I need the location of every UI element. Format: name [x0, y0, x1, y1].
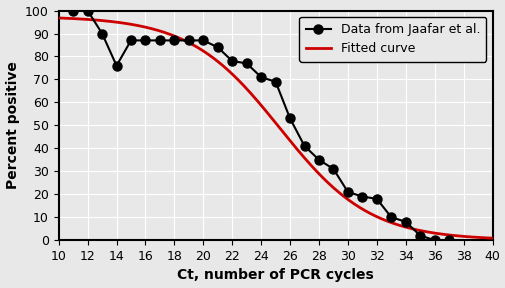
Data from Jaafar et al.	[301, 144, 307, 148]
Fitted curve	[264, 111, 270, 114]
Data from Jaafar et al.	[70, 9, 76, 12]
Data from Jaafar et al.	[128, 39, 134, 42]
Fitted curve	[56, 16, 62, 20]
Fitted curve	[290, 143, 296, 147]
Data from Jaafar et al.	[113, 64, 119, 67]
Data from Jaafar et al.	[416, 234, 422, 237]
Data from Jaafar et al.	[315, 158, 321, 162]
Y-axis label: Percent positive: Percent positive	[6, 61, 20, 189]
Data from Jaafar et al.	[171, 39, 177, 42]
Data from Jaafar et al.	[272, 80, 278, 84]
Data from Jaafar et al.	[99, 32, 105, 35]
Line: Data from Jaafar et al.: Data from Jaafar et al.	[69, 6, 453, 245]
Data from Jaafar et al.	[445, 238, 451, 242]
Fitted curve	[411, 228, 417, 231]
Legend: Data from Jaafar et al., Fitted curve: Data from Jaafar et al., Fitted curve	[298, 17, 485, 62]
Data from Jaafar et al.	[344, 190, 350, 194]
Data from Jaafar et al.	[373, 197, 379, 200]
X-axis label: Ct, number of PCR cycles: Ct, number of PCR cycles	[177, 268, 373, 283]
Data from Jaafar et al.	[387, 215, 393, 219]
Data from Jaafar et al.	[200, 39, 206, 42]
Data from Jaafar et al.	[286, 117, 292, 120]
Data from Jaafar et al.	[157, 39, 163, 42]
Line: Fitted curve: Fitted curve	[59, 18, 491, 238]
Data from Jaafar et al.	[402, 220, 408, 223]
Data from Jaafar et al.	[359, 195, 365, 198]
Data from Jaafar et al.	[243, 62, 249, 65]
Fitted curve	[313, 170, 319, 173]
Data from Jaafar et al.	[84, 9, 90, 12]
Fitted curve	[488, 236, 494, 240]
Data from Jaafar et al.	[142, 39, 148, 42]
Data from Jaafar et al.	[185, 39, 191, 42]
Data from Jaafar et al.	[214, 46, 220, 49]
Data from Jaafar et al.	[258, 75, 264, 79]
Data from Jaafar et al.	[229, 59, 235, 63]
Fitted curve	[261, 108, 267, 111]
Fitted curve	[478, 236, 484, 239]
Data from Jaafar et al.	[330, 167, 336, 171]
Data from Jaafar et al.	[431, 238, 437, 242]
